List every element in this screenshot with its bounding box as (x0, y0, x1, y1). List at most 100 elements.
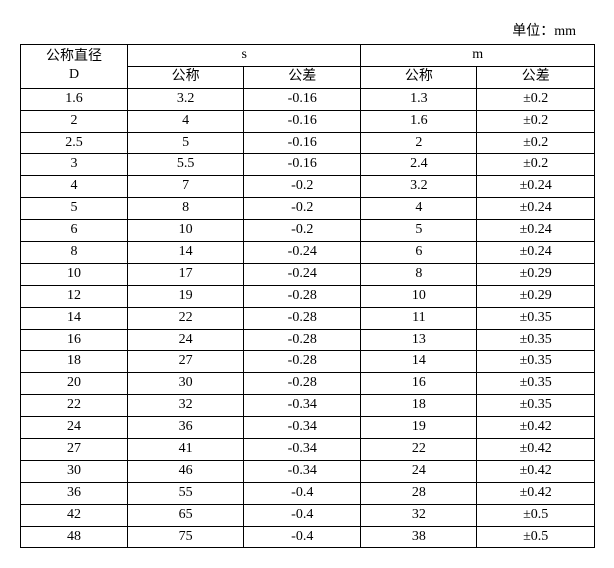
header-m: m (361, 45, 595, 67)
cell-d: 30 (21, 460, 128, 482)
cell-s_nom: 8 (128, 198, 244, 220)
cell-s_nom: 4 (128, 110, 244, 132)
cell-m_nom: 18 (361, 395, 477, 417)
table-row: 2.55-0.162±0.2 (21, 132, 595, 154)
cell-s_nom: 41 (128, 439, 244, 461)
unit-label: 单位：mm (20, 20, 594, 40)
cell-d: 27 (21, 439, 128, 461)
cell-d: 18 (21, 351, 128, 373)
cell-s_tol: -0.34 (244, 395, 361, 417)
table-row: 1422-0.2811±0.35 (21, 307, 595, 329)
cell-s_nom: 7 (128, 176, 244, 198)
table-row: 1017-0.248±0.29 (21, 263, 595, 285)
cell-m_nom: 11 (361, 307, 477, 329)
cell-m_tol: ±0.2 (477, 132, 595, 154)
table-row: 35.5-0.162.4±0.2 (21, 154, 595, 176)
cell-m_nom: 5 (361, 220, 477, 242)
cell-s_tol: -0.16 (244, 110, 361, 132)
cell-s_nom: 75 (128, 526, 244, 548)
cell-s_nom: 55 (128, 482, 244, 504)
cell-m_nom: 2.4 (361, 154, 477, 176)
cell-s_tol: -0.28 (244, 307, 361, 329)
cell-m_tol: ±0.35 (477, 329, 595, 351)
cell-d: 2 (21, 110, 128, 132)
cell-m_nom: 13 (361, 329, 477, 351)
cell-d: 14 (21, 307, 128, 329)
header-d-line1: 公称直径 (46, 49, 102, 64)
header-s-nominal: 公称 (128, 66, 244, 88)
cell-d: 24 (21, 417, 128, 439)
cell-m_nom: 4 (361, 198, 477, 220)
cell-s_nom: 14 (128, 242, 244, 264)
header-s: s (128, 45, 361, 67)
cell-s_tol: -0.4 (244, 504, 361, 526)
cell-s_tol: -0.28 (244, 373, 361, 395)
header-d-line2: D (69, 67, 79, 82)
cell-d: 36 (21, 482, 128, 504)
cell-m_tol: ±0.5 (477, 504, 595, 526)
table-row: 1624-0.2813±0.35 (21, 329, 595, 351)
table-row: 3655-0.428±0.42 (21, 482, 595, 504)
cell-d: 42 (21, 504, 128, 526)
cell-m_tol: ±0.42 (477, 439, 595, 461)
cell-d: 2.5 (21, 132, 128, 154)
cell-d: 10 (21, 263, 128, 285)
cell-m_nom: 10 (361, 285, 477, 307)
cell-m_tol: ±0.2 (477, 154, 595, 176)
cell-s_tol: -0.4 (244, 482, 361, 504)
table-row: 1.63.2-0.161.3±0.2 (21, 88, 595, 110)
cell-s_tol: -0.24 (244, 263, 361, 285)
cell-m_tol: ±0.42 (477, 482, 595, 504)
cell-m_tol: ±0.42 (477, 417, 595, 439)
cell-d: 3 (21, 154, 128, 176)
cell-d: 16 (21, 329, 128, 351)
cell-m_nom: 1.6 (361, 110, 477, 132)
cell-m_tol: ±0.35 (477, 307, 595, 329)
cell-d: 48 (21, 526, 128, 548)
table-row: 2741-0.3422±0.42 (21, 439, 595, 461)
table-row: 58-0.24±0.24 (21, 198, 595, 220)
header-d: 公称直径 D (21, 45, 128, 89)
cell-s_nom: 19 (128, 285, 244, 307)
table-row: 2232-0.3418±0.35 (21, 395, 595, 417)
cell-s_tol: -0.28 (244, 351, 361, 373)
cell-s_nom: 27 (128, 351, 244, 373)
cell-m_nom: 1.3 (361, 88, 477, 110)
cell-m_tol: ±0.35 (477, 395, 595, 417)
cell-m_tol: ±0.24 (477, 220, 595, 242)
cell-s_nom: 22 (128, 307, 244, 329)
cell-m_tol: ±0.5 (477, 526, 595, 548)
cell-m_tol: ±0.2 (477, 110, 595, 132)
cell-s_tol: -0.2 (244, 176, 361, 198)
cell-d: 5 (21, 198, 128, 220)
cell-m_tol: ±0.35 (477, 351, 595, 373)
cell-s_tol: -0.2 (244, 198, 361, 220)
cell-s_nom: 30 (128, 373, 244, 395)
cell-d: 1.6 (21, 88, 128, 110)
cell-m_nom: 2 (361, 132, 477, 154)
cell-s_nom: 3.2 (128, 88, 244, 110)
dimension-table: 公称直径 D s m 公称 公差 公称 公差 1.63.2-0.161.3±0.… (20, 44, 595, 548)
table-row: 24-0.161.6±0.2 (21, 110, 595, 132)
cell-m_nom: 22 (361, 439, 477, 461)
cell-s_tol: -0.28 (244, 285, 361, 307)
cell-m_nom: 24 (361, 460, 477, 482)
cell-s_nom: 10 (128, 220, 244, 242)
cell-m_nom: 16 (361, 373, 477, 395)
cell-s_tol: -0.34 (244, 417, 361, 439)
cell-s_tol: -0.16 (244, 88, 361, 110)
cell-s_nom: 36 (128, 417, 244, 439)
header-s-tolerance: 公差 (244, 66, 361, 88)
table-row: 3046-0.3424±0.42 (21, 460, 595, 482)
cell-m_nom: 38 (361, 526, 477, 548)
table-body: 1.63.2-0.161.3±0.224-0.161.6±0.22.55-0.1… (21, 88, 595, 548)
table-row: 610-0.25±0.24 (21, 220, 595, 242)
cell-s_nom: 65 (128, 504, 244, 526)
cell-m_nom: 32 (361, 504, 477, 526)
cell-s_tol: -0.34 (244, 439, 361, 461)
cell-m_nom: 19 (361, 417, 477, 439)
cell-m_tol: ±0.24 (477, 176, 595, 198)
cell-m_nom: 28 (361, 482, 477, 504)
cell-s_nom: 5.5 (128, 154, 244, 176)
table-row: 4875-0.438±0.5 (21, 526, 595, 548)
